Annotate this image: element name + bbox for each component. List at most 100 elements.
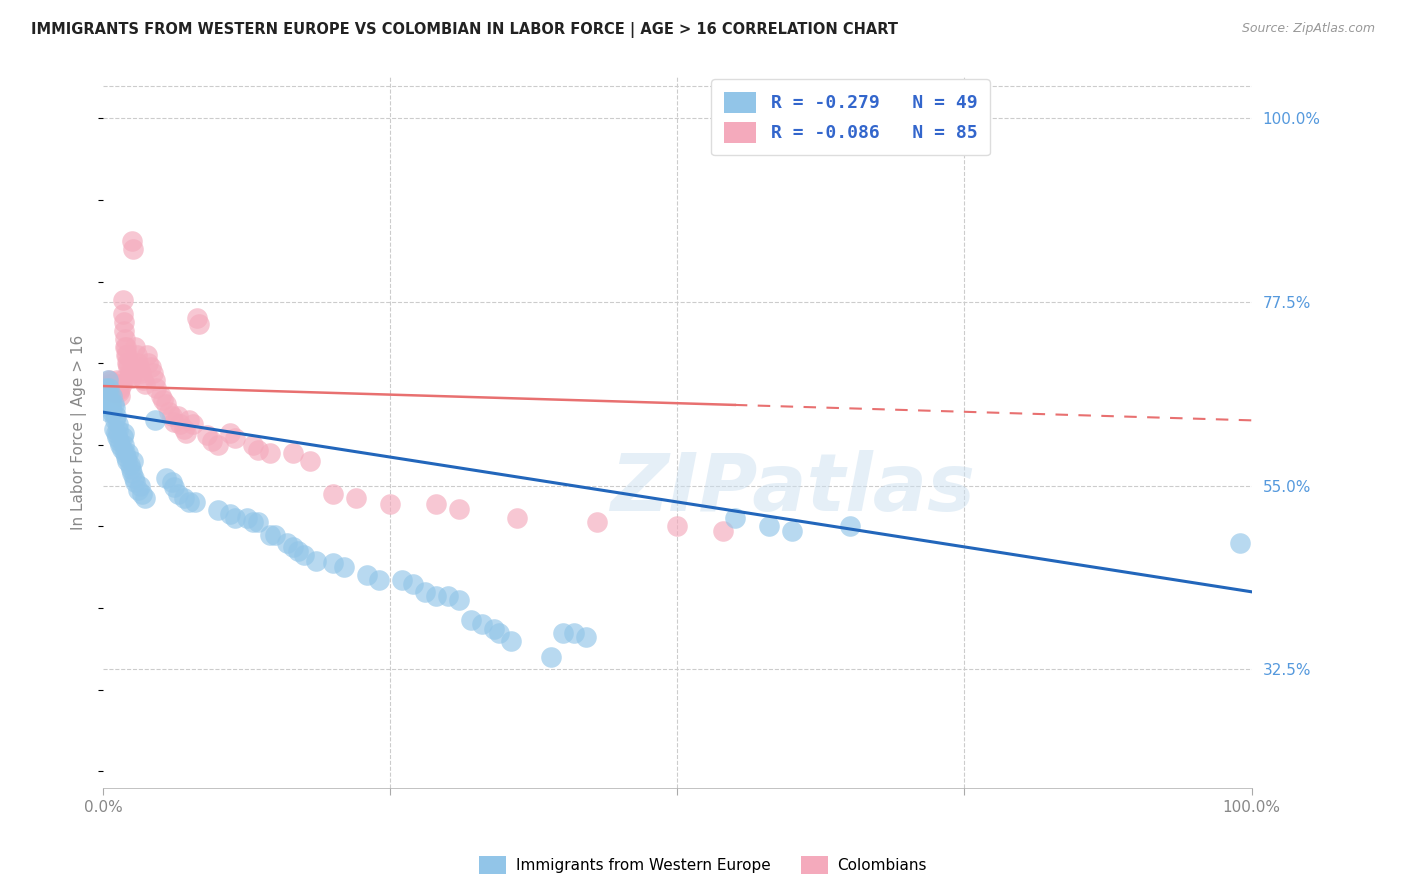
Point — [143, 413, 166, 427]
Point — [142, 366, 165, 380]
Point — [124, 340, 146, 354]
Point — [136, 356, 159, 370]
Point — [247, 516, 270, 530]
Point — [122, 470, 145, 484]
Point — [111, 430, 134, 444]
Point — [163, 480, 186, 494]
Point — [94, 381, 117, 395]
Point — [105, 372, 128, 386]
Point — [145, 381, 167, 395]
Point — [259, 527, 281, 541]
Point — [107, 423, 129, 437]
Point — [413, 584, 436, 599]
Point — [380, 498, 402, 512]
Point — [218, 425, 240, 440]
Point — [98, 392, 121, 407]
Point — [322, 556, 344, 570]
Point — [242, 438, 264, 452]
Point — [110, 376, 132, 391]
Point — [482, 622, 505, 636]
Point — [112, 315, 135, 329]
Point — [207, 438, 229, 452]
Point — [97, 381, 120, 395]
Point — [195, 428, 218, 442]
Point — [305, 554, 328, 568]
Point — [129, 366, 152, 380]
Point — [107, 382, 129, 396]
Point — [166, 487, 188, 501]
Point — [117, 356, 139, 370]
Point — [117, 360, 139, 375]
Point — [129, 364, 152, 378]
Point — [179, 413, 201, 427]
Point — [134, 491, 156, 505]
Point — [460, 613, 482, 627]
Point — [143, 372, 166, 386]
Point — [118, 364, 141, 378]
Point — [499, 633, 522, 648]
Point — [117, 454, 139, 468]
Point — [114, 446, 136, 460]
Point — [155, 397, 177, 411]
Point — [333, 560, 356, 574]
Point — [505, 511, 527, 525]
Point — [108, 379, 131, 393]
Point — [121, 467, 143, 481]
Point — [551, 625, 574, 640]
Point — [100, 397, 122, 411]
Point — [101, 405, 124, 419]
Point — [166, 409, 188, 424]
Point — [127, 356, 149, 370]
Point — [287, 544, 309, 558]
Point — [425, 497, 447, 511]
Point — [149, 389, 172, 403]
Point — [344, 491, 367, 505]
Point — [666, 519, 689, 533]
Point — [104, 413, 127, 427]
Point — [110, 372, 132, 386]
Point — [322, 487, 344, 501]
Point — [132, 372, 155, 386]
Point — [264, 527, 287, 541]
Point — [114, 340, 136, 354]
Point — [259, 446, 281, 460]
Point — [562, 625, 585, 640]
Point — [236, 511, 259, 525]
Point — [276, 536, 298, 550]
Point — [173, 491, 195, 505]
Point — [101, 389, 124, 403]
Point — [104, 425, 127, 440]
Point — [125, 348, 148, 362]
Point — [121, 234, 143, 248]
Point — [105, 381, 128, 395]
Text: IMMIGRANTS FROM WESTERN EUROPE VS COLOMBIAN IN LABOR FORCE | AGE > 16 CORRELATIO: IMMIGRANTS FROM WESTERN EUROPE VS COLOMB… — [31, 22, 898, 38]
Point — [104, 381, 127, 395]
Point — [104, 384, 127, 399]
Point — [179, 495, 201, 509]
Point — [201, 434, 224, 448]
Point — [471, 617, 494, 632]
Point — [586, 516, 609, 530]
Point — [391, 573, 413, 587]
Point — [160, 409, 183, 424]
Point — [488, 625, 510, 640]
Point — [103, 421, 125, 435]
Point — [107, 417, 129, 432]
Point — [1229, 536, 1251, 550]
Point — [103, 397, 125, 411]
Point — [97, 405, 120, 419]
Point — [101, 380, 124, 394]
Point — [218, 508, 240, 522]
Text: ZIPatlas: ZIPatlas — [610, 450, 974, 528]
Point — [281, 446, 304, 460]
Point — [157, 405, 180, 419]
Point — [115, 340, 138, 354]
Point — [780, 524, 803, 538]
Point — [711, 524, 734, 538]
Point — [436, 589, 458, 603]
Point — [112, 425, 135, 440]
Point — [356, 568, 378, 582]
Point — [186, 311, 208, 326]
Point — [110, 442, 132, 456]
Point — [103, 382, 125, 396]
